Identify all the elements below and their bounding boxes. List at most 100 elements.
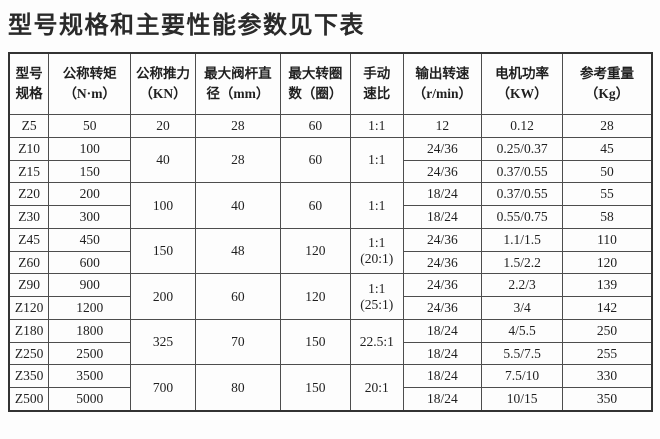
value-cell: 24/36 [402, 136, 483, 161]
model-cell: Z45 [8, 227, 50, 252]
value-cell: 1:1 [349, 182, 404, 229]
value-cell: 100 [48, 136, 132, 161]
value-cell: 7.5/10 [481, 364, 564, 388]
value-cell: 2.2/3 [481, 273, 564, 297]
value-cell: 1:1 [349, 114, 404, 138]
value-cell: 330 [562, 364, 653, 388]
value-cell: 60 [279, 182, 351, 229]
table-row: Z45 450 150 48 120 1:1 (20:1) 24/36 1.1/1.5 110 [8, 227, 653, 275]
value-cell: 200 [48, 182, 132, 206]
value-cell: 100 [130, 182, 196, 229]
value-cell: 40 [130, 136, 196, 184]
value-cell: 60 [279, 114, 351, 138]
value-cell: 60 [194, 273, 281, 320]
column-header: 最大转圈 数（圈） [279, 52, 351, 115]
column-header: 参考重量 （Kg） [562, 52, 653, 115]
table-header: 型号 规格 公称转矩 （N·m） 公称推力 （KN） 最大阀杆直 径（mm） 最大转圈 … [8, 52, 653, 115]
value-cell: 1.1/1.5 [481, 227, 564, 252]
column-header: 公称推力 （KN） [130, 52, 196, 115]
value-cell: 2500 [48, 341, 132, 366]
value-cell: 18/24 [402, 318, 483, 343]
table-row: Z500 5000 18/24 10/15 350 [8, 387, 653, 412]
value-cell: 18/24 [402, 182, 483, 206]
value-cell: 58 [562, 205, 653, 229]
value-cell: 20 [130, 114, 196, 138]
value-cell: 110 [562, 227, 653, 252]
value-cell: 20:1 [349, 364, 404, 412]
table-row: Z20 200 100 40 60 1:1 18/24 0.37/0.55 55 [8, 182, 653, 229]
value-cell: 142 [562, 296, 653, 320]
value-cell: 18/24 [402, 387, 483, 412]
value-cell: 120 [562, 250, 653, 275]
value-cell: 48 [194, 227, 281, 275]
value-cell: 60 [279, 136, 351, 184]
value-cell: 1800 [48, 318, 132, 343]
value-cell: 150 [48, 159, 132, 184]
value-cell: 150 [279, 364, 351, 412]
value-cell: 1.5/2.2 [481, 250, 564, 275]
value-cell: 250 [562, 318, 653, 343]
value-cell: 3/4 [481, 296, 564, 320]
value-cell: 18/24 [402, 341, 483, 366]
column-header: 输出转速 （r/min） [402, 52, 483, 115]
value-cell: 50 [562, 159, 653, 184]
model-cell: Z120 [8, 296, 50, 320]
table-row: Z5 50 20 28 60 1:1 12 0.12 28 [8, 114, 653, 138]
value-cell: 120 [279, 227, 351, 275]
spec-table: 型号 规格 公称转矩 （N·m） 公称推力 （KN） 最大阀杆直 径（mm） 最大转圈 … [8, 52, 653, 412]
value-cell: 18/24 [402, 364, 483, 388]
header-row: 型号 规格 公称转矩 （N·m） 公称推力 （KN） 最大阀杆直 径（mm） 最大转圈 … [8, 52, 653, 115]
value-cell: 120 [279, 273, 351, 320]
table-row: Z120 1200 24/36 3/4 142 [8, 296, 653, 320]
value-cell: 28 [194, 136, 281, 184]
value-cell: 325 [130, 318, 196, 366]
value-cell: 40 [194, 182, 281, 229]
model-cell: Z10 [8, 136, 50, 161]
table-row: Z250 2500 18/24 5.5/7.5 255 [8, 341, 653, 366]
table-row: Z350 3500 700 80 150 20:1 18/24 7.5/10 330 [8, 364, 653, 412]
value-cell: 255 [562, 341, 653, 366]
model-cell: Z15 [8, 159, 50, 184]
table-body: Z5 50 20 28 60 1:1 12 0.12 28 Z10 100 40 28 60 1:1 24/3… [8, 114, 653, 412]
page-title: 型号规格和主要性能参数见下表 [8, 12, 365, 39]
model-cell: Z500 [8, 387, 50, 412]
value-cell: 80 [194, 364, 281, 412]
value-cell: 18/24 [402, 205, 483, 229]
value-cell: 600 [48, 250, 132, 275]
table-row: Z10 100 40 28 60 1:1 24/36 0.25/0.37 45 [8, 136, 653, 184]
value-cell: 28 [194, 114, 281, 138]
value-cell: 24/36 [402, 250, 483, 275]
value-cell: 28 [562, 114, 653, 138]
value-cell: 50 [48, 114, 132, 138]
value-cell: 139 [562, 273, 653, 297]
value-cell: 1:1 (20:1) [349, 227, 404, 275]
value-cell: 150 [279, 318, 351, 366]
value-cell: 450 [48, 227, 132, 252]
value-cell: 0.12 [481, 114, 564, 138]
value-cell: 55 [562, 182, 653, 206]
value-cell: 0.55/0.75 [481, 205, 564, 229]
column-header: 公称转矩 （N·m） [48, 52, 132, 115]
model-cell: Z30 [8, 205, 50, 229]
value-cell: 200 [130, 273, 196, 320]
value-cell: 0.25/0.37 [481, 136, 564, 161]
model-cell: Z180 [8, 318, 50, 343]
value-cell: 45 [562, 136, 653, 161]
value-cell: 0.37/0.55 [481, 159, 564, 184]
value-cell: 1200 [48, 296, 132, 320]
value-cell: 70 [194, 318, 281, 366]
model-cell: Z350 [8, 364, 50, 388]
model-cell: Z60 [8, 250, 50, 275]
table-row: Z15 150 24/36 0.37/0.55 50 [8, 159, 653, 184]
model-cell: Z20 [8, 182, 50, 206]
value-cell: 24/36 [402, 273, 483, 297]
value-cell: 24/36 [402, 227, 483, 252]
value-cell: 700 [130, 364, 196, 412]
value-cell: 1:1 [349, 136, 404, 184]
table-row: Z90 900 200 60 120 1:1 (25:1) 24/36 2.2/3 139 [8, 273, 653, 320]
value-cell: 900 [48, 273, 132, 297]
model-cell: Z5 [8, 114, 50, 138]
value-cell: 12 [402, 114, 483, 138]
value-cell: 5.5/7.5 [481, 341, 564, 366]
value-cell: 1:1 (25:1) [349, 273, 404, 320]
